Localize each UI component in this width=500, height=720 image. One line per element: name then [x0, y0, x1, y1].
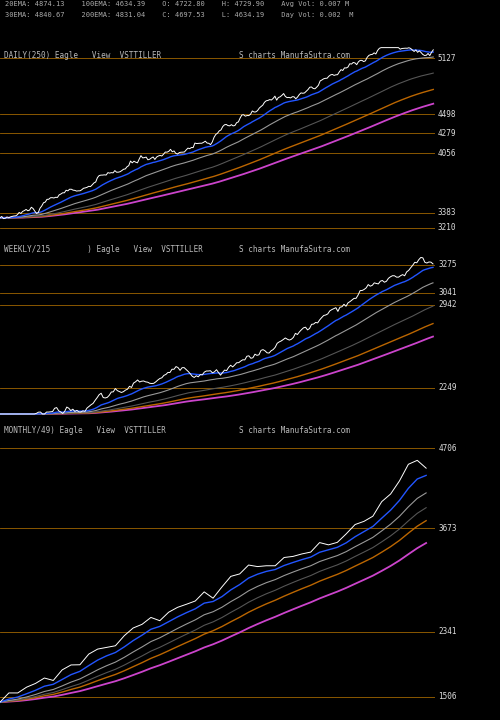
Text: 2942: 2942: [438, 300, 456, 309]
Text: DAILY(250) Eagle   View  VSTTILLER: DAILY(250) Eagle View VSTTILLER: [4, 51, 162, 60]
Text: 3383: 3383: [438, 208, 456, 217]
Text: 4279: 4279: [438, 129, 456, 138]
Text: 4706: 4706: [438, 444, 457, 453]
Text: WEEKLY/215        ) Eagle   View  VSTTILLER: WEEKLY/215 ) Eagle View VSTTILLER: [4, 245, 203, 253]
Text: 2249: 2249: [438, 383, 456, 392]
Text: 4498: 4498: [438, 109, 456, 119]
Text: 1506: 1506: [438, 693, 457, 701]
Text: 3275: 3275: [438, 260, 456, 269]
Text: 3673: 3673: [438, 524, 457, 533]
Text: S charts ManufaSutra.com: S charts ManufaSutra.com: [240, 51, 350, 60]
Text: 3041: 3041: [438, 288, 456, 297]
Text: MONTHLY/49) Eagle   View  VSTTILLER: MONTHLY/49) Eagle View VSTTILLER: [4, 426, 166, 436]
Text: 20EMA: 4874.13    100EMA: 4634.39    O: 4722.80    H: 4729.90    Avg Vol: 0.007 : 20EMA: 4874.13 100EMA: 4634.39 O: 4722.8…: [5, 1, 349, 7]
Text: 2341: 2341: [438, 627, 457, 636]
Text: 3210: 3210: [438, 223, 456, 233]
Text: 30EMA: 4840.67    200EMA: 4831.04    C: 4697.53    L: 4634.19    Day Vol: 0.002 : 30EMA: 4840.67 200EMA: 4831.04 C: 4697.5…: [5, 12, 354, 18]
Text: S charts ManufaSutra.com: S charts ManufaSutra.com: [240, 245, 350, 253]
Text: 5127: 5127: [438, 54, 456, 63]
Text: 4056: 4056: [438, 148, 456, 158]
Text: S charts ManufaSutra.com: S charts ManufaSutra.com: [240, 426, 350, 436]
